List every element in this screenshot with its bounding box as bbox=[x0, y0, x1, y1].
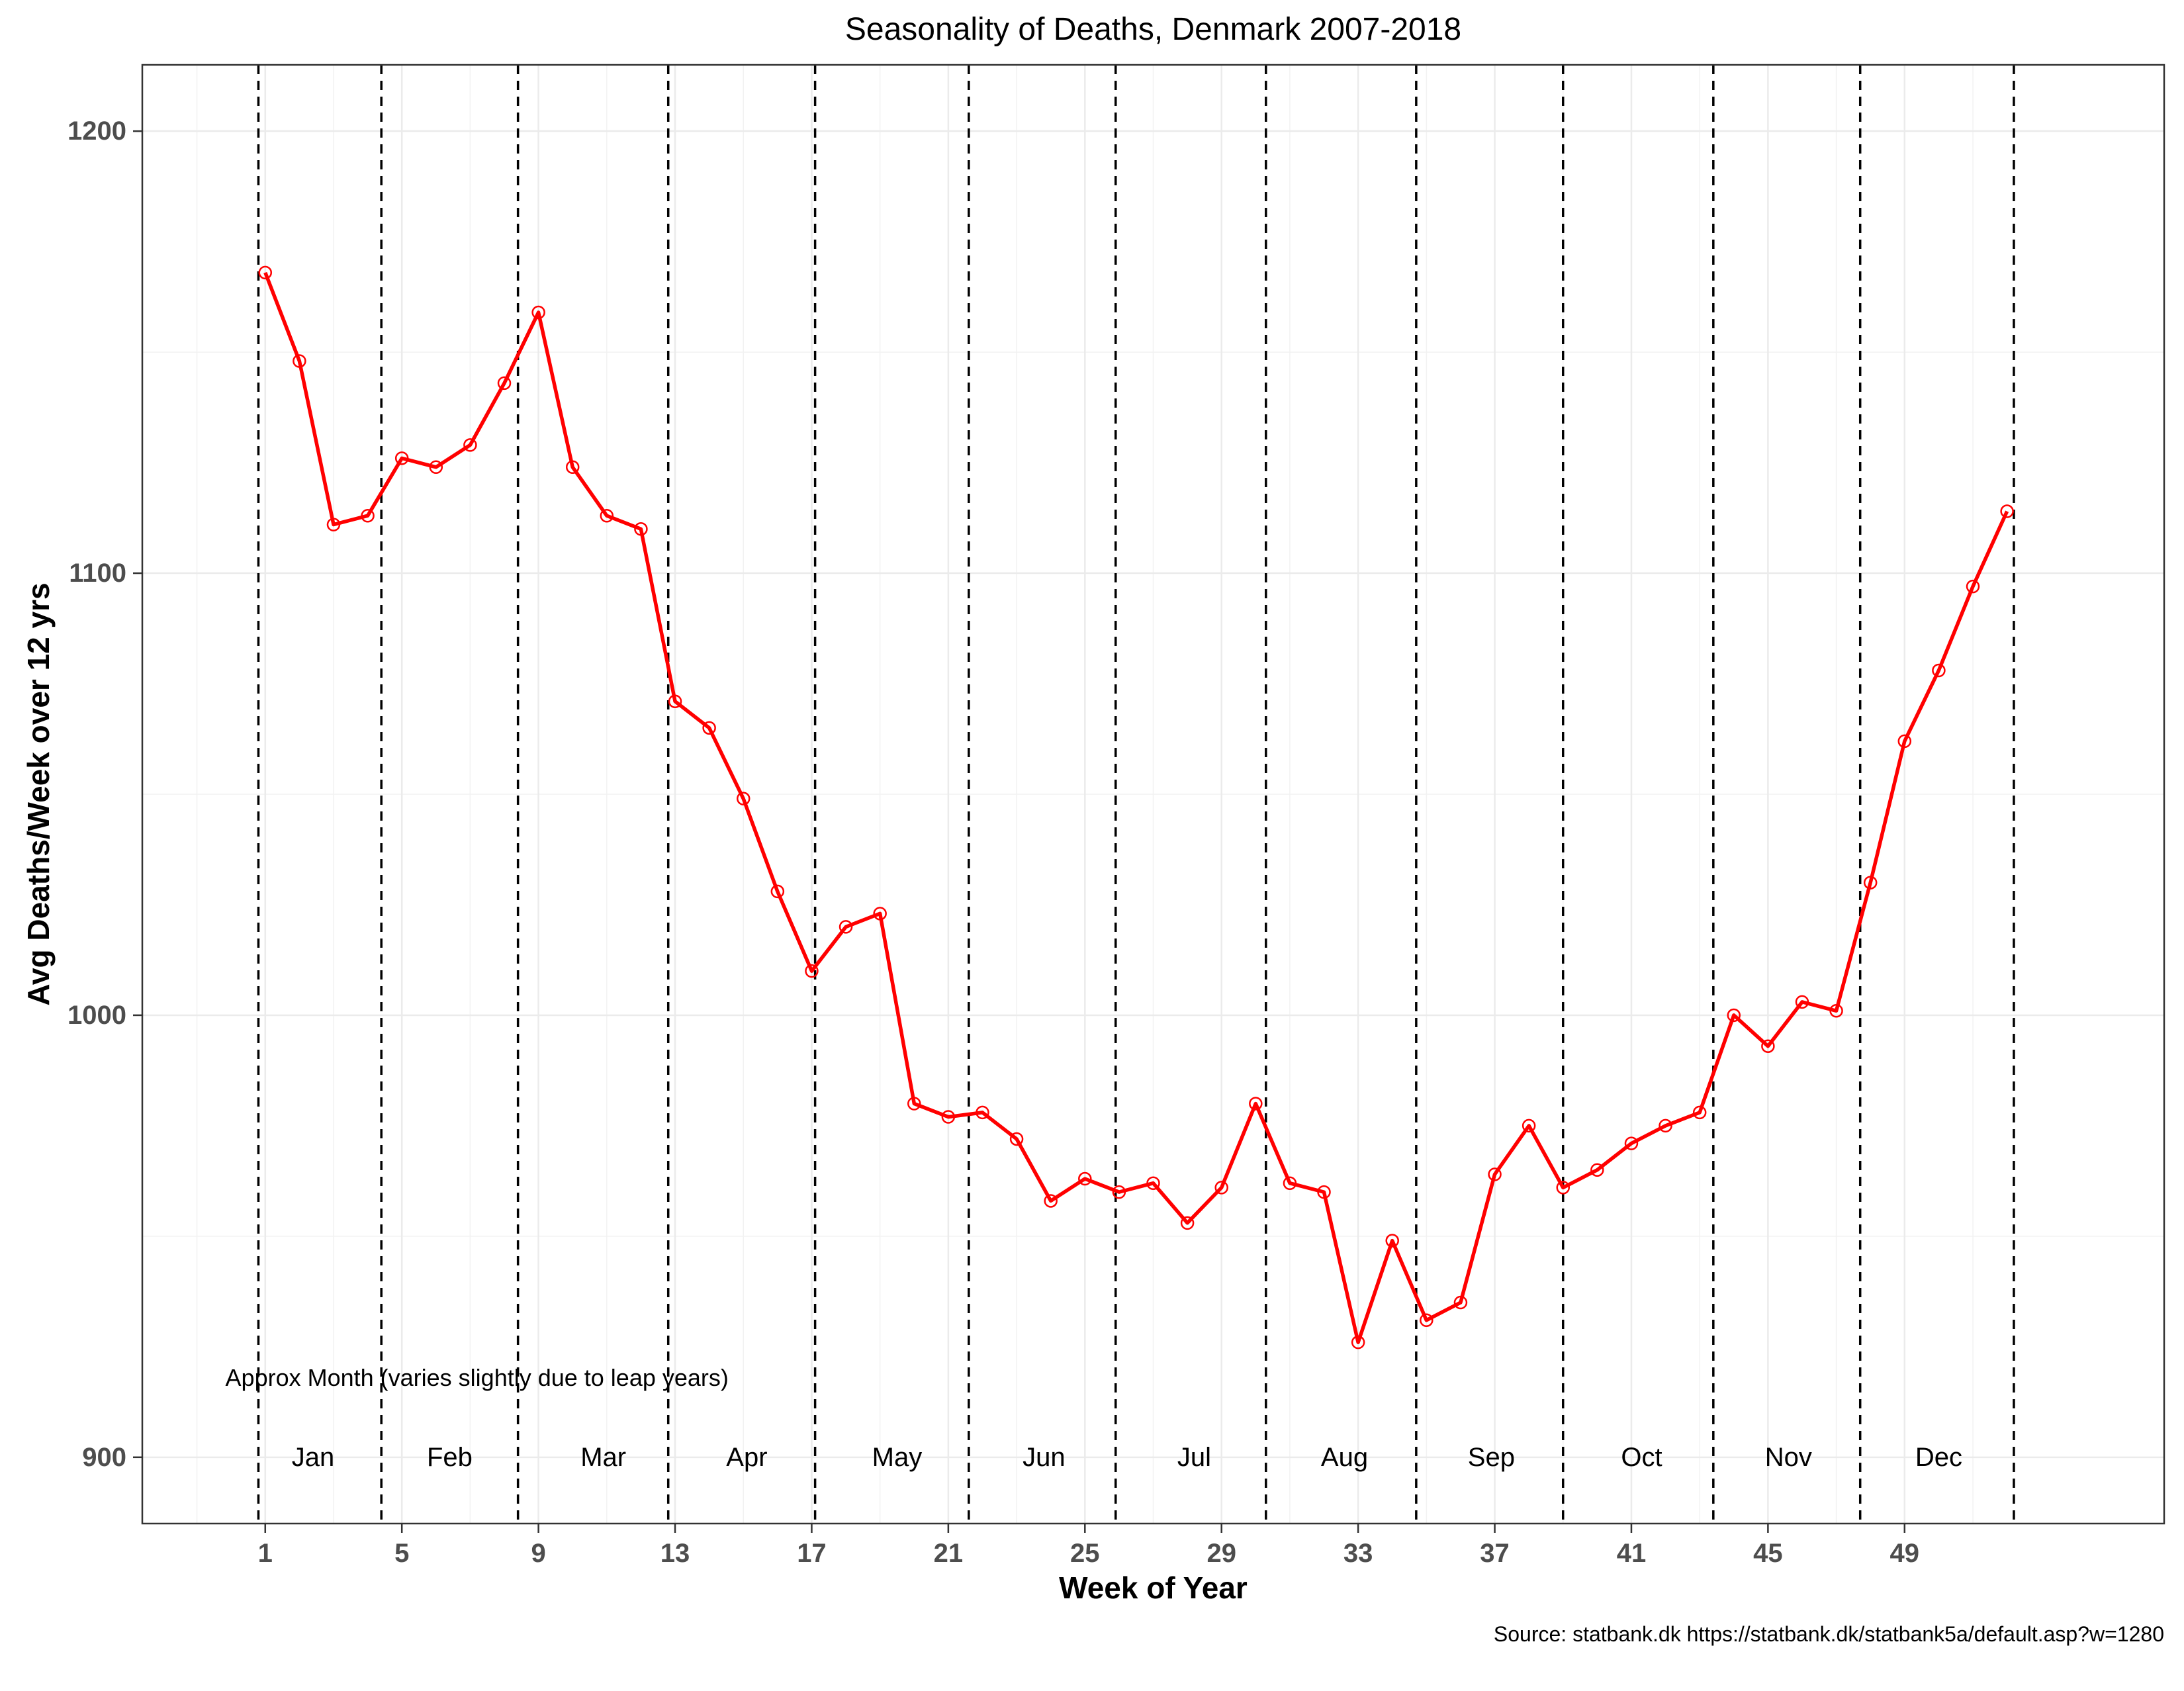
data-point bbox=[1078, 1171, 1092, 1186]
month-label: Aug bbox=[1321, 1443, 1368, 1472]
data-point bbox=[1795, 995, 1809, 1009]
y-axis: 900 1000 1100 1200 bbox=[68, 116, 142, 1472]
series-line bbox=[263, 271, 2009, 1344]
data-point bbox=[293, 354, 306, 368]
data-point bbox=[1829, 1004, 1843, 1018]
month-boundaries bbox=[257, 65, 2015, 1524]
y-tick-label: 1200 bbox=[68, 116, 126, 146]
month-label: May bbox=[872, 1443, 923, 1472]
data-point bbox=[1420, 1313, 1433, 1328]
data-point bbox=[1863, 876, 1878, 890]
data-point bbox=[1044, 1194, 1058, 1208]
data-point bbox=[1146, 1176, 1160, 1190]
y-axis-title: Avg Deaths/Week over 12 yrs bbox=[21, 582, 56, 1005]
y-tick-label: 1100 bbox=[69, 559, 126, 588]
data-point bbox=[1488, 1167, 1502, 1181]
data-point bbox=[1659, 1119, 1672, 1133]
chart-title: Seasonality of Deaths, Denmark 2007-2018 bbox=[845, 12, 1461, 47]
month-labels: Jan Feb Mar Apr May Jun Jul Aug Sep Oct Nov Dec bbox=[292, 1443, 1962, 1472]
data-point bbox=[463, 438, 477, 452]
data-point bbox=[531, 305, 545, 320]
data-point bbox=[1761, 1039, 1775, 1053]
data-point bbox=[873, 907, 887, 921]
month-label: Apr bbox=[726, 1443, 767, 1472]
data-point bbox=[1932, 663, 1946, 678]
data-point bbox=[805, 964, 819, 978]
data-point bbox=[2000, 504, 2014, 518]
data-point bbox=[361, 508, 375, 523]
data-point bbox=[1966, 579, 1980, 594]
data-point bbox=[429, 460, 443, 475]
x-tick-label: 5 bbox=[394, 1539, 409, 1568]
data-point bbox=[1009, 1132, 1024, 1146]
month-label: Sep bbox=[1468, 1443, 1515, 1472]
month-label: Oct bbox=[1621, 1443, 1662, 1472]
x-tick-label: 29 bbox=[1206, 1539, 1236, 1568]
data-point bbox=[1897, 734, 1912, 749]
x-tick-label: 49 bbox=[1890, 1539, 1920, 1568]
data-point bbox=[1249, 1097, 1263, 1111]
month-label: Jun bbox=[1023, 1443, 1066, 1472]
data-point bbox=[1385, 1234, 1399, 1248]
x-tick-label: 21 bbox=[934, 1539, 964, 1568]
data-point bbox=[1317, 1185, 1331, 1199]
data-point bbox=[1556, 1181, 1570, 1195]
data-point bbox=[736, 792, 751, 805]
data-point bbox=[941, 1110, 956, 1124]
data-point bbox=[1453, 1295, 1468, 1310]
data-point bbox=[326, 518, 341, 531]
x-tick-label: 17 bbox=[797, 1539, 827, 1568]
data-point bbox=[1624, 1136, 1639, 1150]
data-point bbox=[258, 265, 273, 280]
data-point bbox=[1180, 1216, 1195, 1230]
x-tick-label: 1 bbox=[258, 1539, 273, 1568]
data-point bbox=[839, 920, 853, 934]
data-point bbox=[394, 451, 409, 465]
data-point bbox=[1522, 1119, 1536, 1133]
y-tick-label: 1000 bbox=[68, 1001, 126, 1030]
data-point bbox=[497, 376, 512, 390]
month-label: Feb bbox=[427, 1443, 473, 1472]
month-label: Dec bbox=[1915, 1443, 1962, 1472]
x-axis: 1 5 9 13 17 21 25 29 33 37 41 45 49 bbox=[258, 1524, 1919, 1568]
data-point bbox=[976, 1105, 989, 1120]
data-point bbox=[634, 522, 648, 536]
data-point bbox=[770, 884, 785, 899]
data-point bbox=[1283, 1176, 1297, 1190]
data-point bbox=[565, 460, 580, 475]
data-point bbox=[1692, 1105, 1707, 1120]
data-point bbox=[907, 1097, 921, 1111]
x-tick-label: 45 bbox=[1753, 1539, 1783, 1568]
data-point bbox=[702, 721, 716, 735]
grid-major bbox=[142, 65, 2164, 1524]
data-point bbox=[1214, 1181, 1228, 1195]
data-point bbox=[1112, 1185, 1126, 1199]
x-axis-title: Week of Year bbox=[1059, 1571, 1248, 1605]
month-label: Jul bbox=[1177, 1443, 1211, 1472]
month-label: Jan bbox=[292, 1443, 335, 1472]
plot-panel-border bbox=[141, 64, 2165, 1525]
annotation-text: Approx Month (varies slightly due to lea… bbox=[226, 1364, 729, 1391]
y-tick-label: 900 bbox=[82, 1443, 126, 1472]
source-caption: Source: statbank.dk https://statbank.dk/… bbox=[1494, 1622, 2164, 1646]
series bbox=[258, 265, 2014, 1349]
x-tick-label: 41 bbox=[1617, 1539, 1647, 1568]
x-tick-label: 25 bbox=[1070, 1539, 1100, 1568]
x-tick-label: 37 bbox=[1480, 1539, 1510, 1568]
data-point bbox=[1727, 1008, 1741, 1023]
data-point bbox=[668, 694, 682, 708]
month-label: Nov bbox=[1765, 1443, 1812, 1472]
x-tick-label: 9 bbox=[531, 1539, 545, 1568]
data-point bbox=[1590, 1163, 1604, 1177]
x-tick-label: 33 bbox=[1343, 1539, 1373, 1568]
x-tick-label: 13 bbox=[660, 1539, 690, 1568]
data-point bbox=[1351, 1335, 1365, 1349]
month-label: Mar bbox=[580, 1443, 626, 1472]
data-point bbox=[600, 508, 614, 523]
